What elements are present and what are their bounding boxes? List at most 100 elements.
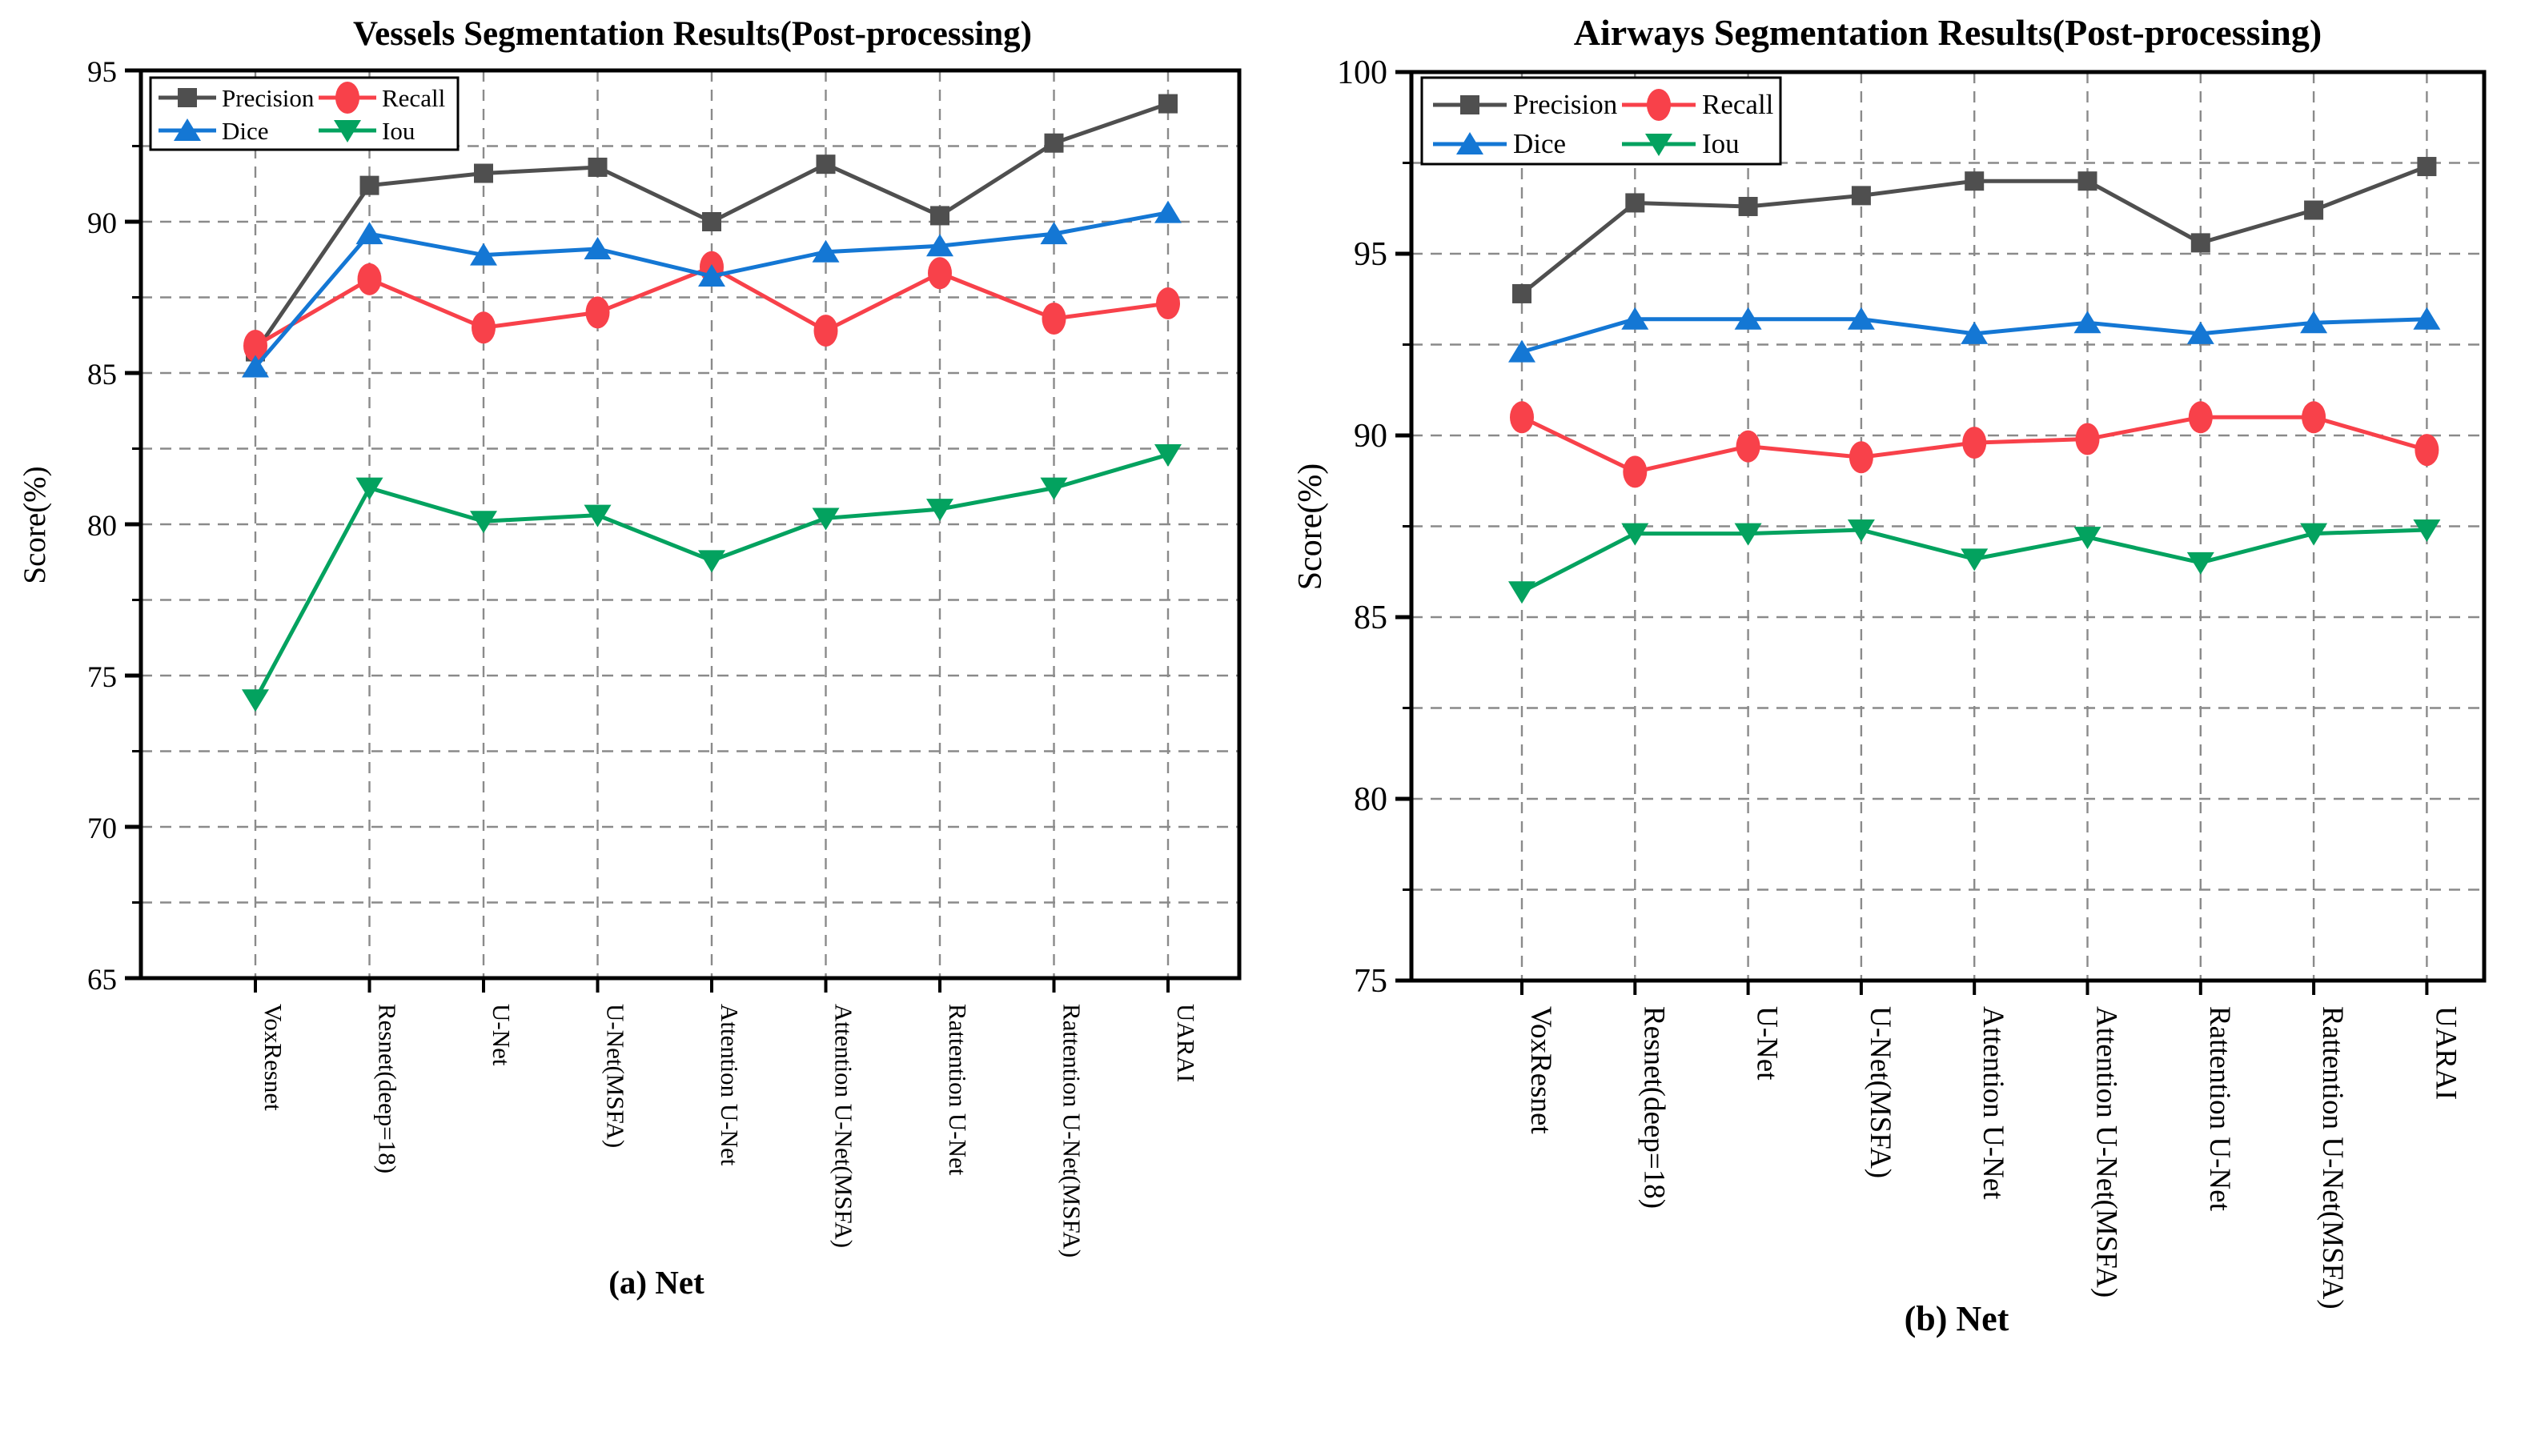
series-iou-marker — [584, 504, 612, 527]
legend: Precision Recall Dice Iou — [149, 76, 460, 151]
series-dice-marker — [584, 237, 612, 260]
series-iou-marker — [926, 499, 953, 522]
series-dice-marker — [1961, 321, 1989, 344]
series-iou-marker — [470, 511, 497, 534]
series-recall-marker — [1962, 427, 1987, 459]
legend-box — [149, 76, 460, 151]
square-legend-icon — [178, 88, 197, 107]
series-precision-marker — [816, 154, 836, 174]
series-iou-marker — [1508, 581, 1535, 604]
series-recall-marker — [928, 257, 952, 290]
series-dice-marker — [2186, 321, 2214, 344]
series-precision-marker — [1965, 171, 1985, 191]
y-tick-label: 95 — [87, 56, 117, 89]
series-dice-marker — [812, 239, 840, 263]
legend-item-dice: Dice — [159, 117, 269, 145]
y-tick-label: 80 — [87, 510, 117, 543]
legend-box — [1420, 76, 1782, 166]
series-dice-marker — [2300, 311, 2328, 334]
category-label: U-Net(MSFA) — [602, 1004, 630, 1148]
series-precision-marker — [2190, 233, 2210, 253]
series-precision-marker — [1738, 196, 1758, 216]
chart-title: Vessels Segmentation Results(Post-proces… — [353, 15, 1032, 53]
category-label: UARAI — [2429, 1006, 2462, 1100]
triangle-up-legend-icon — [174, 118, 201, 141]
series-dice-marker — [926, 234, 953, 257]
y-axis-label: Score(%) — [18, 466, 52, 584]
category-label: Attention U-Net(MSFA) — [2090, 1006, 2123, 1298]
triangle-up-legend-icon — [1456, 132, 1483, 154]
category-label: Resnet(deep=18) — [1637, 1006, 1670, 1209]
series-recall-marker — [1156, 287, 1180, 320]
series-recall-marker — [2302, 401, 2326, 434]
category-label: U-Net — [488, 1004, 516, 1066]
category-label: Resnet(deep=18) — [374, 1004, 402, 1173]
series-dice-marker — [1621, 307, 1649, 330]
series-dice-marker — [1154, 200, 1182, 223]
legend-item-recall: Recall — [1622, 89, 1774, 121]
series-iou-marker — [242, 689, 269, 712]
square-legend-icon — [1460, 95, 1479, 114]
chart-b: 75 80 85 90 95 100 VoxResnet Resnet(deep=18) U-N… — [1292, 12, 2487, 1338]
legend-label: Recall — [1702, 89, 1774, 120]
series-recall-marker — [1849, 441, 1873, 474]
series-precision-marker — [359, 175, 379, 195]
series-recall-marker — [585, 296, 610, 329]
series-iou-marker — [812, 507, 840, 531]
circle-legend-icon — [1647, 89, 1671, 121]
y-tick-label: 100 — [1337, 54, 1387, 91]
y-tick-label: 95 — [1354, 236, 1387, 273]
series-iou-marker — [698, 550, 725, 573]
circle-legend-icon — [335, 82, 359, 114]
category-label: Rattention U-Net(MSFA) — [1058, 1004, 1086, 1257]
series-precision-marker — [474, 163, 493, 183]
legend-label: Recall — [382, 84, 445, 112]
legend-item-dice: Dice — [1433, 128, 1566, 159]
gridlines — [141, 70, 1239, 978]
y-tick-label: 85 — [1354, 600, 1387, 636]
chart-a: 65 70 75 80 85 90 95 VoxResnet Resnet(deep=18) U-… — [18, 15, 1242, 1301]
legend-label: Iou — [1702, 128, 1740, 159]
series-dice-marker — [2413, 307, 2441, 330]
y-tick-label: 75 — [87, 661, 117, 694]
series-precision-marker — [702, 212, 721, 231]
series-precision-marker — [1044, 133, 1064, 153]
category-label: Attention U-Net(MSFA) — [830, 1004, 858, 1248]
y-tick-label: 70 — [87, 812, 117, 845]
legend: Precision Recall Dice Iou — [1420, 76, 1782, 166]
triangle-down-legend-icon — [1645, 134, 1672, 156]
y-tick-label: 75 — [1354, 963, 1387, 1000]
series-precision-marker — [588, 157, 608, 177]
series-iou-marker — [2186, 552, 2214, 575]
series-iou-marker — [2413, 519, 2441, 543]
series-precision-marker — [2417, 157, 2437, 177]
series-iou-marker — [1847, 519, 1875, 543]
series-iou-marker — [1154, 444, 1182, 467]
legend-item-iou: Iou — [319, 117, 415, 145]
y-tick-label: 65 — [87, 964, 117, 997]
series-recall-marker — [2415, 434, 2439, 467]
y-tick-label: 80 — [1354, 781, 1387, 818]
category-label: Attention U-Net — [1977, 1006, 2009, 1200]
series-precision-marker — [2304, 200, 2324, 220]
series-recall-marker — [1042, 302, 1066, 335]
category-label: Attention U-Net — [716, 1004, 744, 1166]
legend-item-recall: Recall — [319, 82, 445, 114]
series-dice-marker — [1847, 307, 1875, 330]
series-dice-marker — [1508, 339, 1535, 363]
series-iou-marker — [1621, 523, 1649, 546]
series-dice-marker — [1734, 307, 1762, 330]
series-dice-marker — [2073, 311, 2101, 334]
series-dice-marker — [355, 222, 383, 245]
series-recall-marker — [2188, 401, 2213, 434]
y-tick-label: 90 — [1354, 418, 1387, 455]
legend-label: Precision — [1513, 89, 1617, 120]
series-recall-marker — [1510, 401, 1534, 434]
category-label: Rattention U-Net — [944, 1004, 972, 1176]
legend-label: Precision — [222, 84, 315, 112]
y-axis-label: Score(%) — [1292, 463, 1329, 591]
category-label: Rattention U-Net(MSFA) — [2316, 1006, 2349, 1310]
category-label: U-Net — [1751, 1006, 1784, 1081]
